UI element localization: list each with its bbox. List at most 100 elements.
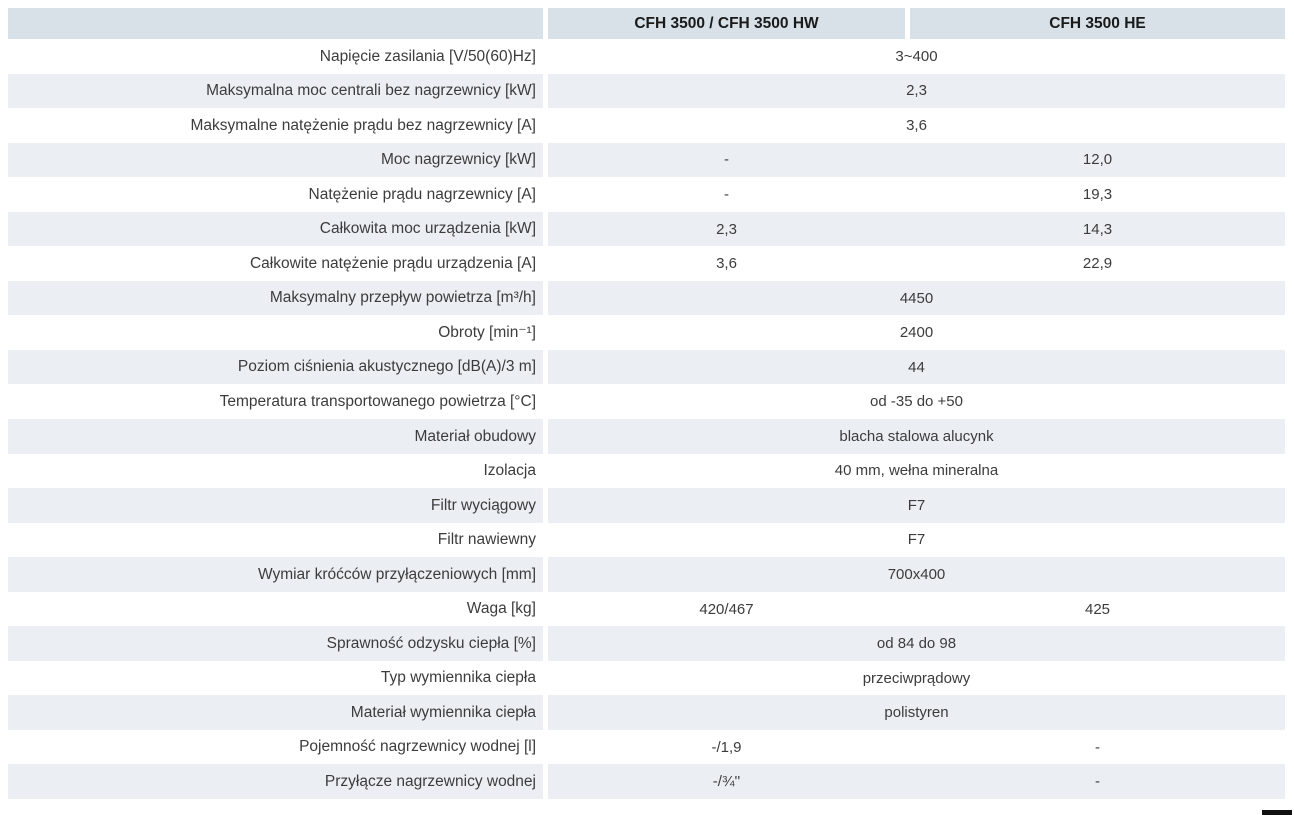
column-gap	[543, 695, 548, 730]
column-gap	[543, 246, 548, 281]
column-gap	[543, 108, 548, 143]
table-row: Filtr wyciągowy F7	[8, 488, 1285, 523]
row-value-hw: 3,6	[716, 255, 737, 273]
row-value-span: 44	[908, 358, 925, 376]
row-value-he: 12,0	[1082, 151, 1113, 169]
header-col-he: CFH 3500 HE	[910, 8, 1285, 39]
row-label: Całkowite natężenie prądu urządzenia [A]	[249, 254, 536, 272]
row-value-span: F7	[907, 496, 926, 514]
table-row: Izolacja 40 mm, wełna mineralna	[8, 453, 1285, 489]
table-row: Napięcie zasilania [V/50(60)Hz] 3~400	[8, 39, 1285, 74]
row-label: Pojemność nagrzewnicy wodnej [l]	[299, 738, 536, 756]
header-gap	[905, 8, 910, 39]
row-value-span: od 84 do 98	[876, 635, 957, 653]
row-label: Poziom ciśnienia akustycznego [dB(A)/3 m…	[237, 358, 536, 376]
row-label: Materiał obudowy	[414, 427, 536, 445]
row-label: Materiał wymiennika ciepła	[350, 703, 536, 721]
table-row: Sprawność odzysku ciepła [%] od 84 do 98	[8, 626, 1285, 661]
table-row: Maksymalne natężenie prądu bez nagrzewni…	[8, 108, 1285, 143]
row-label: Temperatura transportowanego powietrza […	[219, 392, 536, 410]
row-value-he: -	[1095, 773, 1100, 791]
row-value-span: blacha stalowa alucynk	[839, 427, 994, 445]
table-row: Całkowita moc urządzenia [kW] 2,3 14,3	[8, 211, 1285, 247]
table-row: Waga [kg] 420/467 425	[8, 591, 1285, 627]
row-value-span: 3~400	[895, 47, 938, 65]
row-value-hw: -	[724, 151, 729, 169]
table-row: Wymiar króćców przyłączeniowych [mm] 700x…	[8, 557, 1285, 592]
column-gap	[543, 39, 548, 74]
column-gap	[543, 626, 548, 661]
column-gap	[543, 591, 548, 627]
table-row: Filtr nawiewny F7	[8, 522, 1285, 558]
table-row: Obroty [min⁻¹] 2400	[8, 315, 1285, 350]
table-row: Całkowite natężenie prądu urządzenia [A]…	[8, 246, 1285, 281]
table-row: Poziom ciśnienia akustycznego [dB(A)/3 m…	[8, 349, 1285, 385]
column-gap	[543, 73, 548, 109]
header-col-hw: CFH 3500 / CFH 3500 HW	[548, 8, 905, 39]
row-label: Natężenie prądu nagrzewnicy [A]	[308, 185, 536, 203]
spec-table: CFH 3500 / CFH 3500 HW CFH 3500 HE Napię…	[8, 8, 1285, 800]
row-label: Izolacja	[483, 462, 536, 480]
column-gap	[543, 660, 548, 696]
table-row: Przyłącze nagrzewnicy wodnej -/¾'' -	[8, 764, 1285, 800]
row-label: Sprawność odzysku ciepła [%]	[326, 634, 536, 652]
row-value-hw: 2,3	[716, 220, 737, 238]
row-label: Całkowita moc urządzenia [kW]	[319, 220, 536, 238]
row-value-hw: -	[724, 185, 729, 203]
row-label: Typ wymiennika ciepła	[380, 669, 536, 687]
row-value-span: przeciwprądowy	[862, 669, 971, 687]
header-empty-cell	[8, 8, 543, 39]
column-gap	[543, 764, 548, 800]
row-value-span: F7	[907, 531, 926, 549]
column-gap	[543, 177, 548, 212]
column-gap	[543, 211, 548, 247]
row-label: Maksymalna moc centrali bez nagrzewnicy …	[206, 82, 536, 100]
row-label: Maksymalne natężenie prądu bez nagrzewni…	[190, 116, 537, 134]
row-label: Wymiar króćców przyłączeniowych [mm]	[257, 565, 536, 583]
row-label: Maksymalny przepływ powietrza [m³/h]	[269, 289, 536, 307]
table-row: Maksymalny przepływ powietrza [m³/h] 4450	[8, 280, 1285, 316]
column-gap	[543, 142, 548, 178]
row-value-span: 700x400	[887, 565, 946, 583]
row-value-span: polistyren	[884, 704, 949, 722]
row-label: Filtr wyciągowy	[430, 496, 536, 514]
row-value-he: 22,9	[1082, 255, 1113, 273]
row-value-span: 4450	[899, 289, 934, 307]
table-row: Pojemność nagrzewnicy wodnej [l] -/1,9 -	[8, 729, 1285, 765]
row-value-span: 3,6	[906, 116, 927, 134]
row-label: Napięcie zasilania [V/50(60)Hz]	[319, 47, 536, 65]
row-value-hw: -/¾''	[712, 773, 741, 791]
table-row: Moc nagrzewnicy [kW] - 12,0	[8, 142, 1285, 178]
row-label: Filtr nawiewny	[437, 531, 536, 549]
table-row: Materiał obudowy blacha stalowa alucynk	[8, 419, 1285, 454]
column-gap	[543, 522, 548, 558]
row-value-he: -	[1095, 738, 1100, 756]
table-row: Temperatura transportowanego powietrza […	[8, 384, 1285, 420]
table-row: Natężenie prądu nagrzewnicy [A] - 19,3	[8, 177, 1285, 212]
table-row: Typ wymiennika ciepła przeciwprądowy	[8, 660, 1285, 696]
column-gap	[543, 557, 548, 592]
column-gap	[543, 488, 548, 523]
page-corner-mark	[1262, 810, 1292, 815]
row-value-span: 2,3	[906, 82, 927, 100]
row-value-he: 14,3	[1082, 220, 1113, 238]
column-gap	[543, 419, 548, 454]
column-gap	[543, 453, 548, 489]
row-label: Przyłącze nagrzewnicy wodnej	[324, 773, 536, 790]
row-value-hw: -/1,9	[711, 738, 742, 756]
row-value-span: 40 mm, wełna mineralna	[834, 462, 999, 480]
row-value-he: 19,3	[1082, 185, 1113, 203]
column-gap	[543, 280, 548, 316]
row-value-span: 2400	[899, 324, 934, 342]
row-value-span: od -35 do +50	[870, 393, 963, 411]
header-gap	[543, 8, 548, 39]
row-label: Obroty [min⁻¹]	[438, 323, 536, 341]
column-gap	[543, 315, 548, 350]
column-gap	[543, 729, 548, 765]
column-gap	[543, 384, 548, 420]
column-gap	[543, 349, 548, 385]
row-value-hw: 420/467	[699, 600, 754, 618]
table-row: Materiał wymiennika ciepła polistyren	[8, 695, 1285, 730]
row-value-he: 425	[1084, 600, 1111, 618]
